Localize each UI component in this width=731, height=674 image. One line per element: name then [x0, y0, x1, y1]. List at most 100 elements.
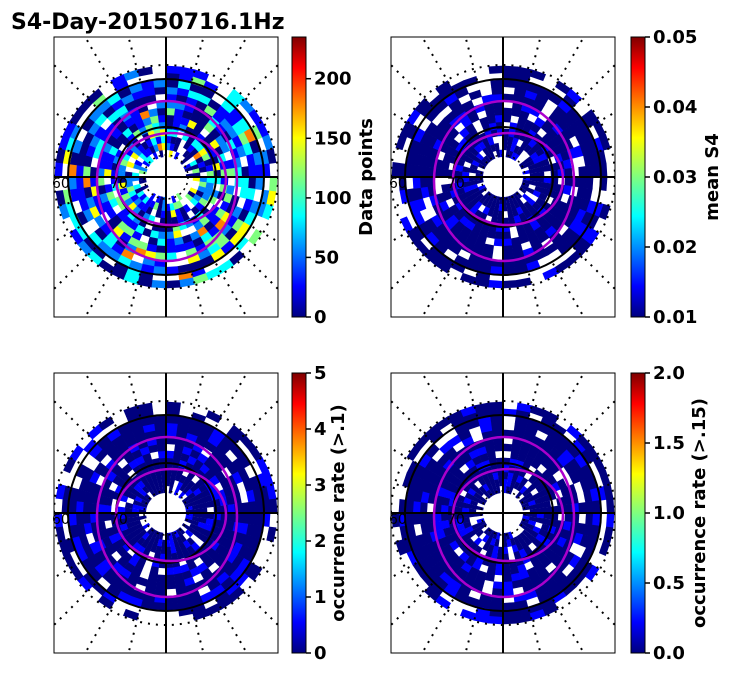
heatmap-cell: [517, 452, 528, 463]
heatmap-cell: [136, 190, 145, 198]
heatmap-cell: [165, 574, 176, 583]
heatmap-cell: [148, 536, 156, 545]
heatmap-cell: [169, 142, 176, 151]
heatmap-cell: [216, 571, 230, 585]
heatmap-cell: [128, 458, 139, 470]
heatmap-cell: [200, 254, 215, 268]
heatmap-cell: [424, 218, 438, 233]
heatmap-cell: [517, 563, 527, 574]
heatmap-cell: [69, 108, 84, 125]
heatmap-cell: [192, 504, 201, 510]
heatmap-cell: [405, 163, 414, 177]
heatmap-cell: [149, 566, 159, 575]
heatmap-cell: [136, 277, 153, 288]
heatmap-cell: [405, 499, 414, 513]
heatmap-cell: [448, 138, 460, 150]
heatmap-cell: [543, 506, 552, 514]
heatmap-cell: [583, 523, 593, 537]
heatmap-cell: [88, 443, 103, 459]
heatmap-cell: [138, 488, 147, 497]
heatmap-cell: [174, 208, 182, 218]
heatmap-cell: [145, 579, 157, 589]
heatmap-cell: [170, 545, 177, 555]
heatmap-cell: [94, 563, 108, 577]
meridian-line: [190, 373, 205, 417]
heatmap-cell: [477, 477, 487, 487]
heatmap-cell: [453, 556, 466, 569]
heatmap-cell: [534, 248, 549, 261]
heatmap-cell: [479, 452, 489, 463]
heatmap-cell: [169, 203, 175, 212]
heatmap-cell: [180, 563, 190, 574]
heatmap-cell: [448, 561, 461, 574]
heatmap-cell: [137, 402, 153, 413]
heatmap-cell: [131, 448, 143, 460]
heatmap-cell: [532, 546, 543, 558]
heatmap-cell: [106, 92, 122, 106]
heatmap-cell: [148, 481, 156, 490]
plot-frame: [53, 36, 279, 318]
heatmap-cell: [165, 546, 172, 555]
meridian-line: [127, 373, 142, 417]
meridian-line: [127, 37, 142, 81]
heatmap-cell: [121, 528, 131, 538]
heatmap-cell: [101, 478, 113, 490]
heatmap-cell: [173, 115, 183, 124]
heatmap-cell: [532, 99, 545, 112]
heatmap-cell: [526, 566, 538, 578]
heatmap-cell: [438, 235, 453, 249]
heatmap-cell: [106, 230, 120, 244]
heatmap-cell: [173, 572, 184, 582]
heatmap-cell: [431, 227, 445, 241]
heatmap-cell: [89, 166, 98, 177]
heatmap-cell: [571, 513, 580, 524]
meridian-line: [527, 373, 542, 417]
auroral-oval-outer: [432, 435, 576, 599]
heatmap-cell: [69, 228, 84, 245]
heatmap-cell: [166, 142, 171, 151]
heatmap-cell: [524, 425, 538, 437]
heatmap-cell: [502, 252, 514, 261]
heatmap-cell: [516, 66, 533, 77]
heatmap-cell: [91, 245, 107, 260]
heatmap-cell: [585, 177, 594, 190]
heatmap-cell: [419, 544, 432, 559]
heatmap-cell: [428, 581, 444, 596]
heatmap-cell: [219, 454, 233, 467]
heatmap-cell: [564, 503, 573, 514]
heatmap-cell: [172, 566, 183, 575]
heatmap-cell: [522, 169, 531, 175]
heatmap-cell: [460, 452, 473, 464]
heatmap-cell: [551, 219, 564, 232]
heatmap-cell: [231, 542, 244, 555]
heatmap-cell: [89, 176, 98, 187]
colorbar-tick-label: 0: [314, 643, 327, 664]
heatmap-cell: [524, 119, 535, 130]
heatmap-cell: [158, 532, 164, 541]
heatmap-cell: [586, 536, 598, 551]
heatmap-cell: [463, 497, 472, 505]
heatmap-cell: [438, 536, 450, 548]
heatmap-cell: [420, 155, 430, 168]
heatmap-cell: [195, 546, 206, 558]
heatmap-cell: [523, 537, 533, 546]
heatmap-cell: [203, 121, 216, 134]
heatmap-cell: [433, 512, 442, 523]
heatmap-cell: [424, 457, 438, 472]
heatmap-cell: [124, 435, 138, 448]
heatmap-cell: [503, 114, 512, 123]
heatmap-cells: [54, 401, 278, 621]
heatmap-cell: [177, 263, 192, 274]
heatmap-cell: [529, 106, 542, 118]
heatmap-cell: [173, 451, 183, 460]
heatmap-cell: [479, 496, 488, 503]
heatmap-cell: [438, 478, 450, 490]
heatmap-cell: [453, 457, 466, 470]
heatmap-cell: [97, 259, 114, 274]
heatmap-cell: [241, 502, 250, 514]
heatmap-cell: [103, 168, 112, 177]
heatmap-cell: [177, 416, 192, 427]
heatmap-cell: [96, 176, 105, 187]
heatmap-cell: [465, 418, 481, 430]
heatmap-cell: [224, 227, 238, 242]
